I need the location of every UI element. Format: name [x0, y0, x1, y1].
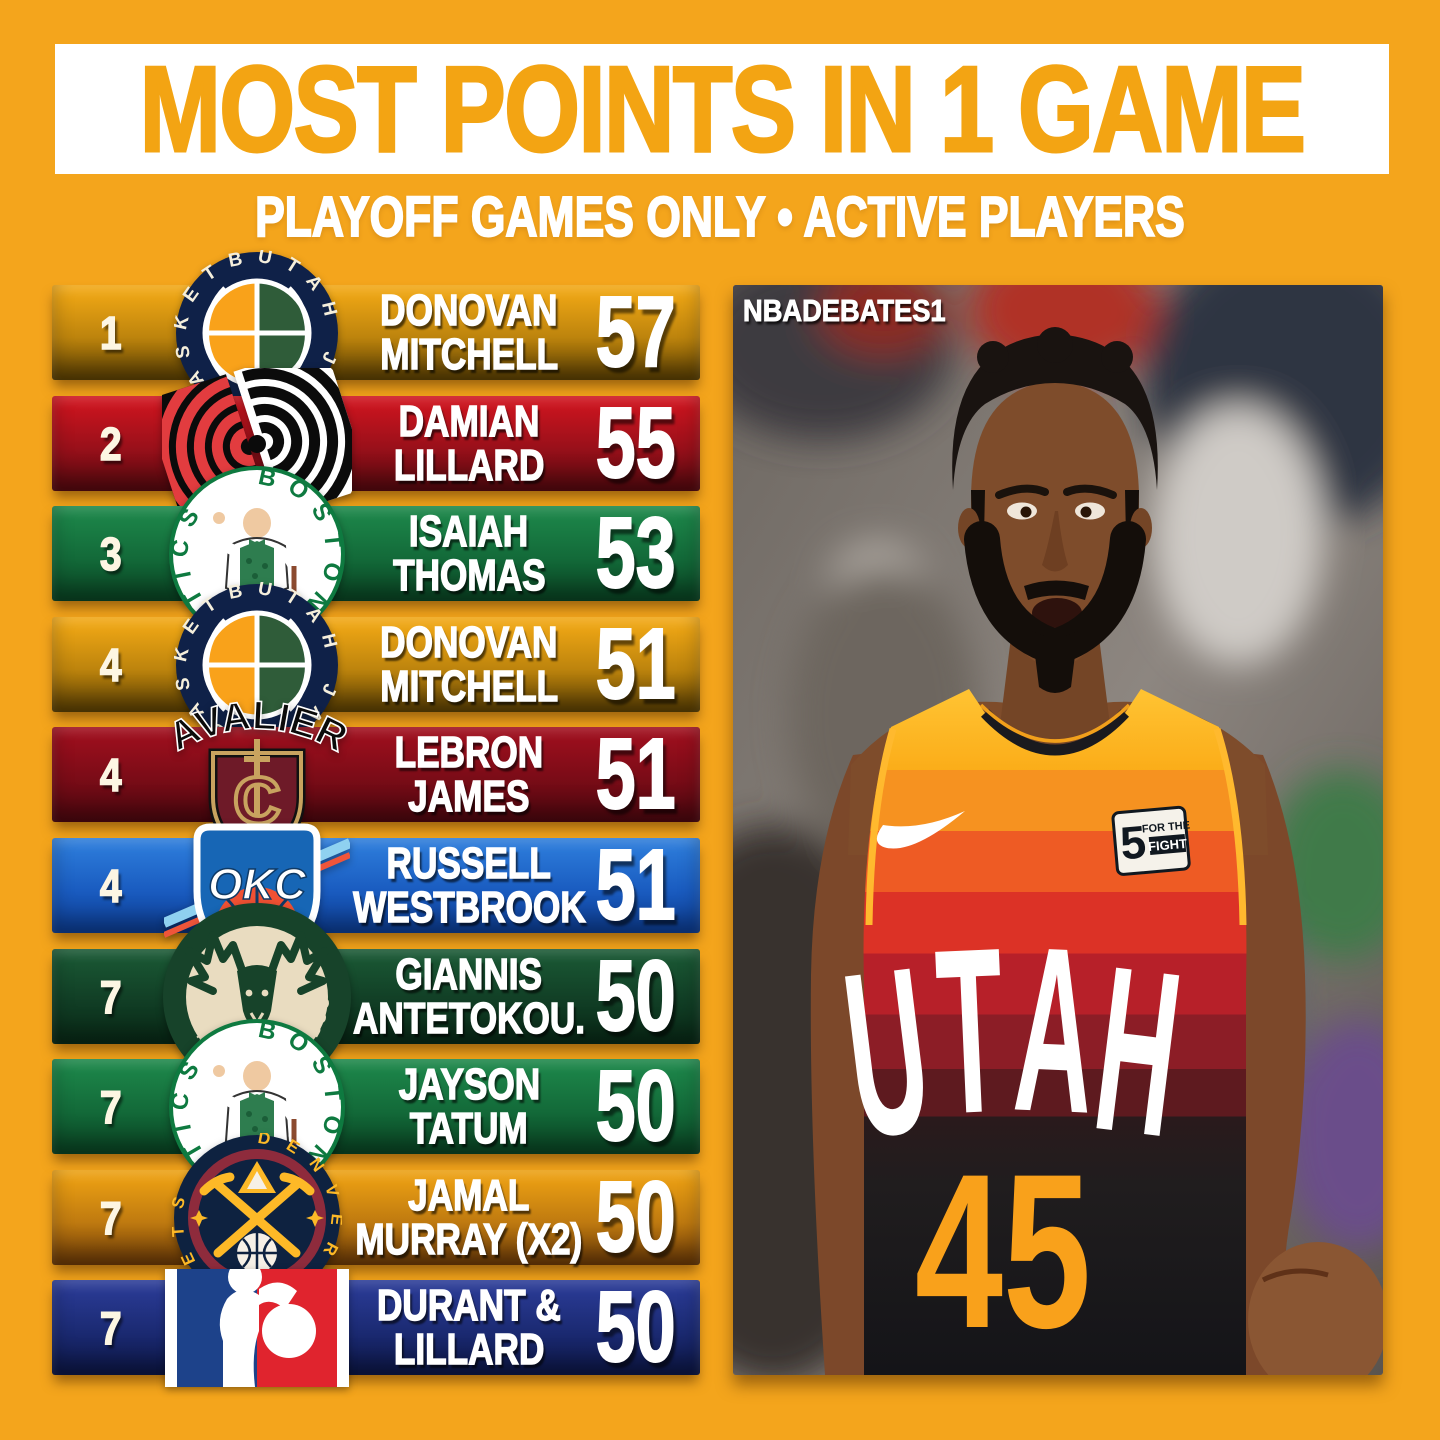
brow-left	[995, 484, 1049, 499]
jersey-number: 45	[915, 1127, 1091, 1374]
armhole-trim-left	[865, 728, 897, 926]
rank-label: 7	[99, 1080, 122, 1134]
player-name: GIANNIS ANTETOKOU.	[352, 950, 586, 1043]
rank-label: 1	[99, 306, 122, 360]
goatee	[1032, 631, 1078, 693]
leaderboard-row-5: 4 CAVALIERS C LEBRON JAMES 51	[52, 691, 700, 859]
leaderboard-row-9: 7 DENVER NUGGETS JAMAL MURRAY (X2)	[52, 1133, 700, 1303]
player-name: DONOVAN MITCHELL	[379, 618, 558, 711]
title-banner: MOST POINTS IN 1 GAME	[55, 40, 1389, 179]
points-value: 50	[595, 939, 677, 1053]
team-logo: DENVER NUGGETS	[154, 1133, 360, 1303]
points-value: 50	[595, 1160, 677, 1274]
leaderboard-row-10: 7 DURANT & LILLARD 50	[52, 1268, 700, 1387]
points-value: 51	[595, 717, 677, 831]
player-name: JAMAL MURRAY (X2)	[355, 1171, 583, 1264]
watermark-text: NBADEBATES1	[743, 293, 946, 329]
jersey-patch: 5 FOR THE FIGHT	[1111, 805, 1191, 876]
points-value: 50	[595, 1270, 677, 1384]
svg-text:FIGHT: FIGHT	[1147, 836, 1187, 854]
rank-label: 2	[99, 417, 122, 471]
points-value: 55	[595, 386, 677, 500]
brow-right	[1063, 484, 1117, 499]
neck	[999, 637, 1111, 750]
leaderboard-row-2: 2 DAMIAN LILLARD	[52, 367, 700, 520]
player-name: JAYSON TATUM	[398, 1060, 541, 1153]
points-value: 50	[595, 1049, 677, 1163]
neck-trim	[981, 709, 1129, 756]
nike-swoosh	[876, 811, 965, 849]
svg-text:OKC: OKC	[208, 860, 307, 909]
rank-label: 4	[99, 859, 122, 913]
points-value: 57	[595, 275, 677, 389]
rank-label: 7	[99, 1191, 122, 1245]
mustache	[1024, 580, 1089, 600]
svg-text:FOR THE: FOR THE	[1141, 819, 1190, 835]
player-name: DAMIAN LILLARD	[393, 397, 545, 490]
points-value: 51	[595, 828, 677, 942]
nose	[1042, 511, 1068, 572]
leaderboard-row-8: 7 BOSTON CELTICS JAYSON TATUM 50	[52, 1018, 700, 1195]
jersey-team-letter: T	[932, 897, 1009, 1163]
mouth	[1032, 598, 1082, 628]
page-title: MOST POINTS IN 1 GAME	[138, 40, 1307, 179]
rank-label: 4	[99, 748, 122, 802]
player-name: DURANT & LILLARD	[376, 1281, 561, 1374]
svg-text:5: 5	[1118, 815, 1148, 869]
nba-logo	[165, 1268, 349, 1387]
rank-label: 3	[99, 527, 122, 581]
rank-label: 7	[99, 970, 122, 1024]
player-name: LEBRON JAMES	[394, 728, 544, 821]
hair	[952, 334, 1158, 490]
rank-label: 4	[99, 638, 122, 692]
points-value: 53	[595, 496, 677, 610]
leaderboard-row-7: 7 MILWAUKEE BUCKS GIANNIS ANTETOKOU. 50	[52, 901, 700, 1091]
page-subtitle: PLAYOFF GAMES ONLY • ACTIVE PLAYERS	[254, 184, 1185, 250]
jersey-team-letter: A	[1010, 896, 1099, 1163]
team-logo	[154, 1268, 360, 1387]
armhole-trim-right	[1213, 727, 1247, 926]
player-name: ISAIAH THOMAS	[392, 507, 546, 600]
player-name: RUSSELL WESTBROOK	[352, 839, 586, 932]
player-photo: NBADEBATES1	[733, 285, 1383, 1375]
leaderboard-row-3: 3 BOSTON CELTICS ISAIAH THOMAS 53	[52, 465, 700, 642]
player-name: DONOVAN MITCHELL	[379, 286, 558, 379]
rank-label: 7	[99, 1301, 122, 1355]
points-value: 51	[595, 607, 677, 721]
subtitle-row: PLAYOFF GAMES ONLY • ACTIVE PLAYERS	[0, 184, 1440, 250]
leaderboard-row-6: 4 OKC RUSSELL WESTBROOK 51	[52, 823, 700, 965]
